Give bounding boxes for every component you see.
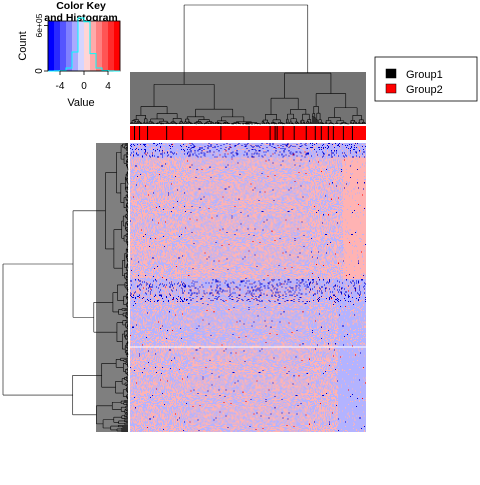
column-side-cell-group1	[276, 126, 278, 140]
color-key-x-axis: -4 0 4	[56, 70, 111, 92]
color-key-band	[72, 21, 79, 71]
column-side-cell-group1	[139, 126, 141, 140]
color-key-y-tick-label: 0	[34, 68, 45, 74]
column-side-cell-group1	[274, 126, 276, 140]
color-key-band	[114, 21, 121, 71]
color-key-band	[102, 21, 109, 71]
legend-swatch-group2	[385, 83, 397, 94]
color-key-band	[48, 21, 55, 71]
row-dendrogram-leaves	[96, 143, 128, 432]
color-key-band	[60, 21, 67, 71]
heatmap-cells	[130, 143, 366, 432]
column-side-cell-group1	[248, 126, 250, 140]
color-key-x-tick-label: 4	[105, 81, 111, 92]
column-side-cell-group1	[305, 126, 307, 140]
column-side-cell-group1	[327, 126, 329, 140]
column-side-cell-group1	[293, 126, 295, 140]
column-side-cell-group1	[182, 126, 184, 140]
column-side-cell-group1	[147, 126, 149, 140]
column-side-cell-group1	[320, 126, 322, 140]
color-key-band	[108, 21, 115, 71]
column-side-cell-group1	[332, 126, 334, 140]
column-side-cell-group1	[314, 126, 316, 140]
legend-label-group2: Group2	[406, 84, 443, 96]
color-key-x-tick-label: 0	[81, 81, 87, 92]
column-side-cell-group1	[134, 126, 136, 140]
legend-swatch-group1	[385, 68, 397, 79]
legend: Group1 Group2	[374, 56, 478, 102]
color-key: Color Key and Histogram -4 0 4 06e+05 Valu…	[17, 0, 121, 109]
legend-label-group1: Group1	[406, 69, 443, 81]
column-side-cell-group1	[282, 126, 284, 140]
column-side-cell-group1	[269, 126, 271, 140]
color-key-band	[54, 21, 61, 71]
color-key-y-tick-label: 6e+05	[34, 13, 44, 37]
heatmap-body	[130, 143, 366, 432]
color-key-bands	[48, 21, 121, 71]
column-side-cell-group1	[166, 126, 168, 140]
column-side-colors	[130, 126, 366, 140]
color-key-band	[78, 21, 85, 71]
color-key-band	[66, 21, 73, 71]
column-side-bar	[130, 126, 366, 140]
color-key-band	[90, 21, 97, 71]
color-key-title: Color Key	[56, 0, 106, 12]
legend-frame	[374, 56, 478, 102]
color-key-x-tick-label: -4	[56, 81, 65, 92]
color-key-y-axis: 0 6e+05	[34, 13, 49, 74]
column-dendrogram-leaves	[130, 72, 366, 124]
color-key-band	[96, 21, 103, 71]
column-side-cell-group1	[220, 126, 222, 140]
row-dendrogram	[2, 143, 129, 432]
column-side-cell-group1	[342, 126, 344, 140]
color-key-band	[84, 21, 91, 71]
column-dendrogram	[130, 4, 366, 125]
color-key-xlabel: Value	[67, 97, 94, 109]
color-key-ylabel: Count	[17, 31, 29, 60]
column-side-cell-group1	[351, 126, 353, 140]
